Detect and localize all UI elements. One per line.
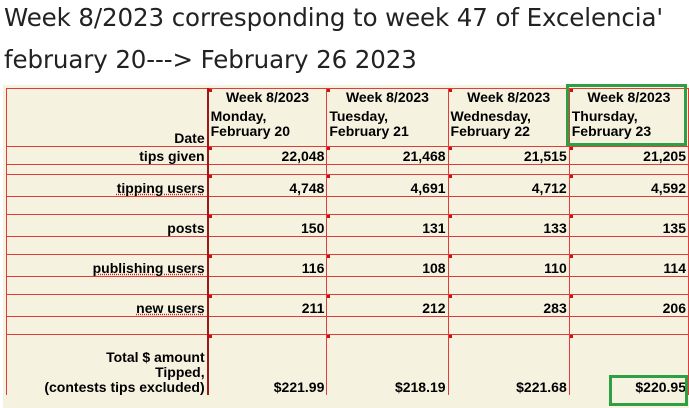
spacer-cell [5,316,209,335]
publishing-users-wed: 110 [447,254,570,277]
spacer-cell [568,276,689,295]
day-name-1: Monday, [210,108,267,124]
spacer-cell [5,236,209,255]
total-label-line-1: Total $ amount [106,348,205,365]
day-name-2: Tuesday, [329,108,388,124]
spacer-cell [447,276,570,295]
row-label-total: Total $ amount Tipped, (contests tips ex… [5,334,209,395]
new-users-thu: 206 [568,294,689,317]
total-tue: $218.19 [326,334,449,395]
posts-thu: 135 [568,214,689,237]
posts-tue: 131 [326,214,449,237]
spacer-cell [5,164,209,175]
total-mon: $221.99 [207,334,328,395]
spacer-cell [447,196,570,215]
day-date-4: February 23 [571,122,652,139]
day-name-4: Thursday, [571,108,638,124]
spacer-cell [207,316,328,335]
spacer-cell [568,164,689,175]
spacer-cell [447,164,570,175]
tips-given-mon: 22,048 [207,146,328,165]
publishing-users-mon: 116 [207,254,328,277]
header-blank-cell [5,88,209,109]
spacer-cell [207,164,328,175]
spacer-cell [326,196,449,215]
tipping-users-tue: 4,691 [326,174,449,197]
total-thu: $220.95 [568,334,689,395]
tipping-users-label: tipping users [116,180,205,196]
day-date-1: February 20 [210,122,290,139]
spacer-cell [326,276,449,295]
total-wed: $221.68 [447,334,570,395]
posts-wed: 133 [447,214,570,237]
tips-given-thu: 21,205 [568,146,689,165]
row-label-tips-given: tips given [5,146,209,165]
day-date-2: February 21 [329,122,409,139]
date-label: Date [5,108,209,147]
spacer-cell [568,236,689,255]
tips-given-wed: 21,515 [447,146,570,165]
day-header-1: Monday, February 20 [207,108,328,147]
row-label-publishing-users: publishing users [5,254,209,277]
spacer-cell [207,276,328,295]
spreadsheet-screenshot: Week 8/2023 Week 8/2023 Week 8/2023 Week… [3,85,689,408]
week-header-4: Week 8/2023 [568,88,689,109]
new-users-mon: 211 [207,294,328,317]
heading-line-2: february 20---> February 26 2023 [4,45,417,74]
stats-table: Week 8/2023 Week 8/2023 Week 8/2023 Week… [5,88,689,395]
spacer-cell [447,316,570,335]
total-label-line-3: (contests tips excluded) [44,378,205,395]
tipping-users-mon: 4,748 [207,174,328,197]
publishing-users-thu: 114 [568,254,689,277]
spacer-cell [568,316,689,335]
spacer-cell [326,236,449,255]
publishing-users-tue: 108 [326,254,449,277]
day-date-3: February 22 [450,122,530,139]
spacer-cell [207,196,328,215]
week-header-3: Week 8/2023 [447,88,570,109]
tipping-users-thu: 4,592 [568,174,689,197]
day-name-3: Wednesday, [450,108,531,124]
new-users-tue: 212 [326,294,449,317]
row-label-posts: posts [5,214,209,237]
spacer-cell [207,236,328,255]
spacer-cell [5,196,209,215]
new-users-wed: 283 [447,294,570,317]
spacer-cell [568,196,689,215]
tipping-users-wed: 4,712 [447,174,570,197]
week-header-2: Week 8/2023 [326,88,449,109]
spacer-cell [447,236,570,255]
day-header-2: Tuesday, February 21 [326,108,449,147]
thursday-total-highlight [609,375,688,406]
publishing-users-label: publishing users [92,260,205,276]
total-label-line-2: Tipped, [155,363,205,380]
spacer-cell [326,164,449,175]
week-header-1: Week 8/2023 [207,88,328,109]
heading-line-1: Week 8/2023 corresponding to week 47 of … [4,3,663,32]
spacer-cell [5,276,209,295]
day-header-3: Wednesday, February 22 [447,108,570,147]
day-header-4: Thursday, February 23 [568,108,689,147]
thursday-header-highlight [566,84,687,146]
tips-given-tue: 21,468 [326,146,449,165]
posts-mon: 150 [207,214,328,237]
new-users-label: new users [136,300,205,316]
row-label-tipping-users: tipping users [5,174,209,197]
spacer-cell [326,316,449,335]
row-label-new-users: new users [5,294,209,317]
